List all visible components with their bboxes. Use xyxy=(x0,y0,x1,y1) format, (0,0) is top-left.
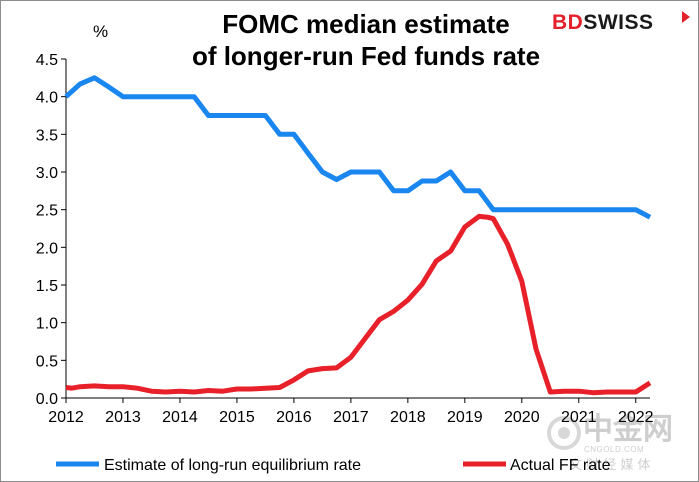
series-layer xyxy=(64,75,652,396)
x-tick-label: 2013 xyxy=(105,409,141,426)
chart-title-line-1: FOMC median estimate xyxy=(222,9,510,39)
legend-label-equilibrium: Estimate of long-run equilibrium rate xyxy=(104,457,361,474)
watermark-logo-icon xyxy=(547,416,581,450)
watermark-domain: CNGOLD.COM xyxy=(584,445,644,454)
y-axis-ticks: 0.0 0.5 1.0 1.5 2.0 2.5 3.0 3.5 4.0 4.5 xyxy=(36,52,66,408)
logo-swiss-text: SWISS xyxy=(583,11,653,34)
unit-label: % xyxy=(93,22,108,41)
x-tick-label: 2017 xyxy=(333,409,369,426)
series-line-ff-rate xyxy=(65,213,652,396)
watermark-logo-dot-icon xyxy=(558,427,570,439)
y-tick-label: 1.0 xyxy=(36,316,58,333)
y-tick-label: 3.5 xyxy=(36,127,58,144)
x-tick-label: 2021 xyxy=(561,409,597,426)
logo-arrow-icon xyxy=(682,11,690,23)
series-line-equilibrium xyxy=(64,75,652,220)
y-tick-label: 0.5 xyxy=(36,353,58,370)
legend-label-ff-rate: Actual FF rate xyxy=(510,457,611,474)
y-tick-label: 3.0 xyxy=(36,165,58,182)
chart-title-line-2: of longer-run Fed funds rate xyxy=(192,41,540,71)
watermark: 中金网 CNGOLD.COM 文 财 经 媒 体 xyxy=(547,412,673,473)
x-tick-label: 2022 xyxy=(618,409,654,426)
logo-text: BDSWISS xyxy=(552,11,654,34)
x-tick-label: 2018 xyxy=(390,409,426,426)
logo-bd-text: BD xyxy=(552,11,583,34)
x-tick-label: 2012 xyxy=(48,409,84,426)
y-tick-label: 0.0 xyxy=(36,391,58,408)
legend: Estimate of long-run equilibrium rate Ac… xyxy=(56,457,611,474)
y-tick-label: 2.5 xyxy=(36,203,58,220)
watermark-tagline: 文 财 经 媒 体 xyxy=(569,458,651,473)
y-tick-label: 2.0 xyxy=(36,240,58,257)
x-tick-label: 2015 xyxy=(219,409,255,426)
brand-logo: BDSWISS xyxy=(552,11,690,34)
x-tick-label: 2020 xyxy=(504,409,540,426)
y-tick-label: 1.5 xyxy=(36,278,58,295)
y-tick-label: 4.5 xyxy=(36,52,58,69)
x-tick-label: 2019 xyxy=(447,409,483,426)
x-tick-label: 2016 xyxy=(276,409,312,426)
watermark-chinese: 中金网 xyxy=(583,412,673,447)
x-tick-label: 2014 xyxy=(162,409,198,426)
y-tick-label: 4.0 xyxy=(36,90,58,107)
x-axis-ticks: 2012 2013 2014 2015 2016 2017 2018 2019 2020 2021… xyxy=(48,398,654,426)
